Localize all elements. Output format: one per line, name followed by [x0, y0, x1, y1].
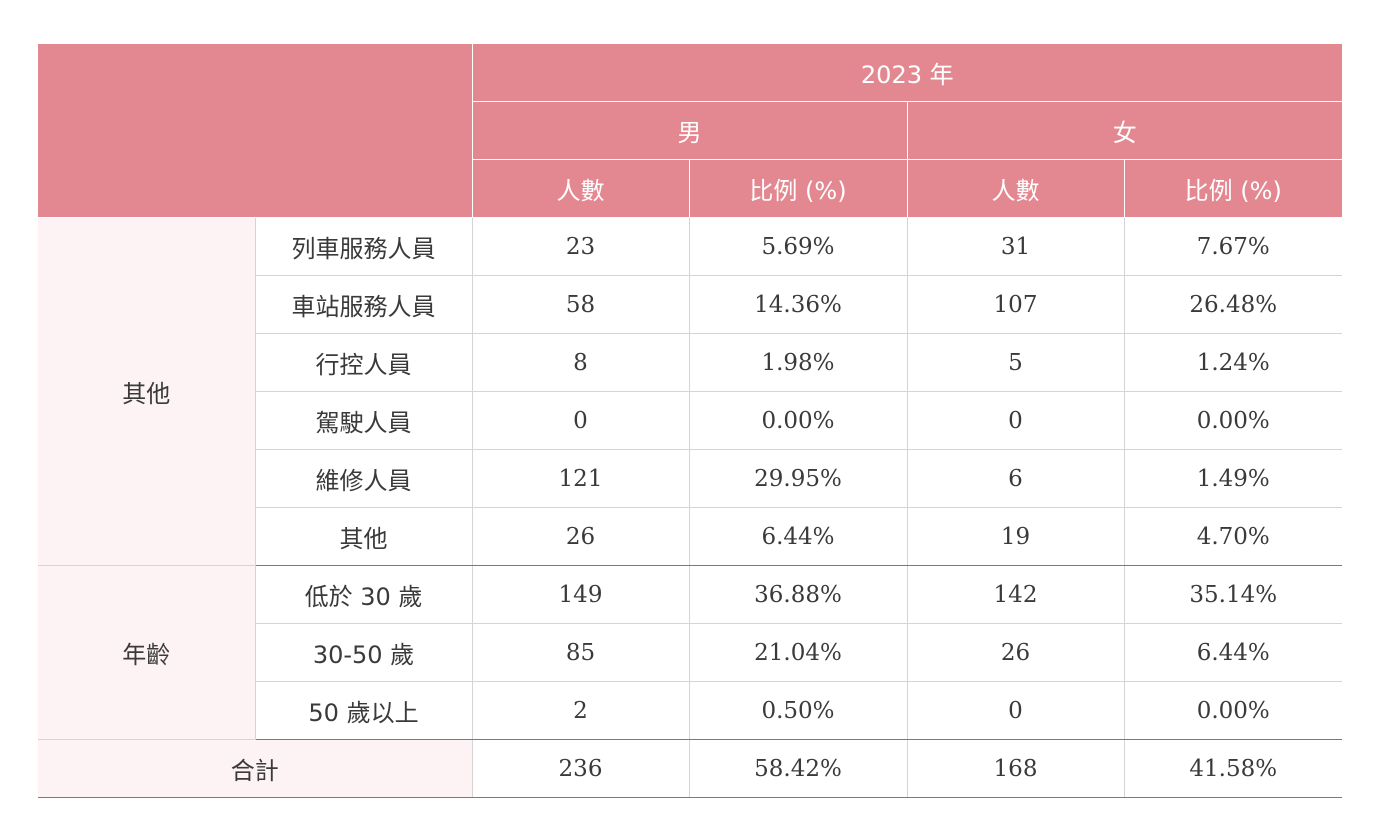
female-ratio-cell: 1.49% [1123, 449, 1343, 508]
female-count-cell: 26 [906, 623, 1124, 682]
male-count-cell: 26 [471, 507, 689, 566]
male-ratio-cell: 14.36% [688, 275, 907, 334]
female-count-cell: 5 [906, 333, 1124, 392]
male-count-cell: 0 [471, 391, 689, 450]
table-row: 行控人員 8 1.98% 5 1.24% [38, 333, 1343, 392]
male-count-cell: 85 [471, 623, 689, 682]
male-ratio-cell: 6.44% [688, 507, 907, 566]
male-ratio-cell: 29.95% [688, 449, 907, 508]
table-row: 其他 列車服務人員 23 5.69% 31 7.67% [38, 217, 1343, 566]
table-row: 30-50 歲 85 21.04% 26 6.44% [38, 623, 1343, 682]
female-ratio-cell: 0.00% [1123, 681, 1343, 740]
table-row: 維修人員 121 29.95% 6 1.49% [38, 449, 1343, 508]
female-ratio-cell: 26.48% [1123, 275, 1343, 334]
female-ratio-cell: 35.14% [1123, 565, 1343, 624]
total-female-ratio: 41.58% [1123, 739, 1343, 798]
female-ratio-cell: 6.44% [1123, 623, 1343, 682]
header-female: 女 [906, 101, 1343, 160]
total-male-ratio: 58.42% [688, 739, 907, 798]
row-item-label: 列車服務人員 [254, 217, 472, 276]
female-ratio-cell: 7.67% [1123, 217, 1343, 276]
group-label: 其他 [38, 217, 255, 566]
female-count-cell: 142 [906, 565, 1124, 624]
male-count-cell: 23 [471, 217, 689, 276]
table-row: 車站服務人員 58 14.36% 107 26.48% [38, 275, 1343, 334]
female-count-cell: 107 [906, 275, 1124, 334]
female-ratio-cell: 1.24% [1123, 333, 1343, 392]
header-female-ratio: 比例 (%) [1123, 159, 1343, 218]
employee-statistics-table: 2023 年 男 女 人數 比例 (%) 人數 比例 (%) 其他 列車服務人員 2… [38, 44, 1343, 798]
table-row: 50 歲以上 2 0.50% 0 0.00% [38, 681, 1343, 740]
row-item-label: 低於 30 歲 [254, 565, 472, 624]
row-item-label: 行控人員 [254, 333, 472, 392]
female-count-cell: 31 [906, 217, 1124, 276]
total-female-count: 168 [906, 739, 1124, 798]
row-item-label: 駕駛人員 [254, 391, 472, 450]
female-ratio-cell: 4.70% [1123, 507, 1343, 566]
row-item-label: 30-50 歲 [254, 623, 472, 682]
row-item-label: 車站服務人員 [254, 275, 472, 334]
header-year: 2023 年 [471, 44, 1343, 102]
male-ratio-cell: 0.50% [688, 681, 907, 740]
male-ratio-cell: 21.04% [688, 623, 907, 682]
male-ratio-cell: 36.88% [688, 565, 907, 624]
header-male: 男 [471, 101, 907, 160]
header-male-ratio: 比例 (%) [688, 159, 907, 218]
total-label: 合計 [38, 739, 472, 798]
female-count-cell: 0 [906, 391, 1124, 450]
table-body: 其他 列車服務人員 23 5.69% 31 7.67% 車站服務人員 58 14.36% 107 2… [38, 217, 1343, 798]
table-row: 年齡 低於 30 歲 149 36.88% 142 35.14% [38, 565, 1343, 740]
table-row: 其他 26 6.44% 19 4.70% [38, 507, 1343, 566]
row-item-label: 50 歲以上 [254, 681, 472, 740]
row-item-label: 維修人員 [254, 449, 472, 508]
male-count-cell: 149 [471, 565, 689, 624]
female-count-cell: 19 [906, 507, 1124, 566]
male-ratio-cell: 1.98% [688, 333, 907, 392]
header-female-count: 人數 [906, 159, 1124, 218]
header-male-count: 人數 [471, 159, 689, 218]
male-count-cell: 58 [471, 275, 689, 334]
total-male-count: 236 [471, 739, 689, 798]
male-count-cell: 8 [471, 333, 689, 392]
female-count-cell: 0 [906, 681, 1124, 740]
row-item-label: 其他 [254, 507, 472, 566]
table-row: 駕駛人員 0 0.00% 0 0.00% [38, 391, 1343, 450]
female-ratio-cell: 0.00% [1123, 391, 1343, 450]
header-corner [38, 44, 472, 218]
male-ratio-cell: 0.00% [688, 391, 907, 450]
male-ratio-cell: 5.69% [688, 217, 907, 276]
female-count-cell: 6 [906, 449, 1124, 508]
male-count-cell: 2 [471, 681, 689, 740]
group-label: 年齡 [38, 565, 255, 740]
total-row: 合計 236 58.42% 168 41.58% [38, 739, 1343, 798]
male-count-cell: 121 [471, 449, 689, 508]
